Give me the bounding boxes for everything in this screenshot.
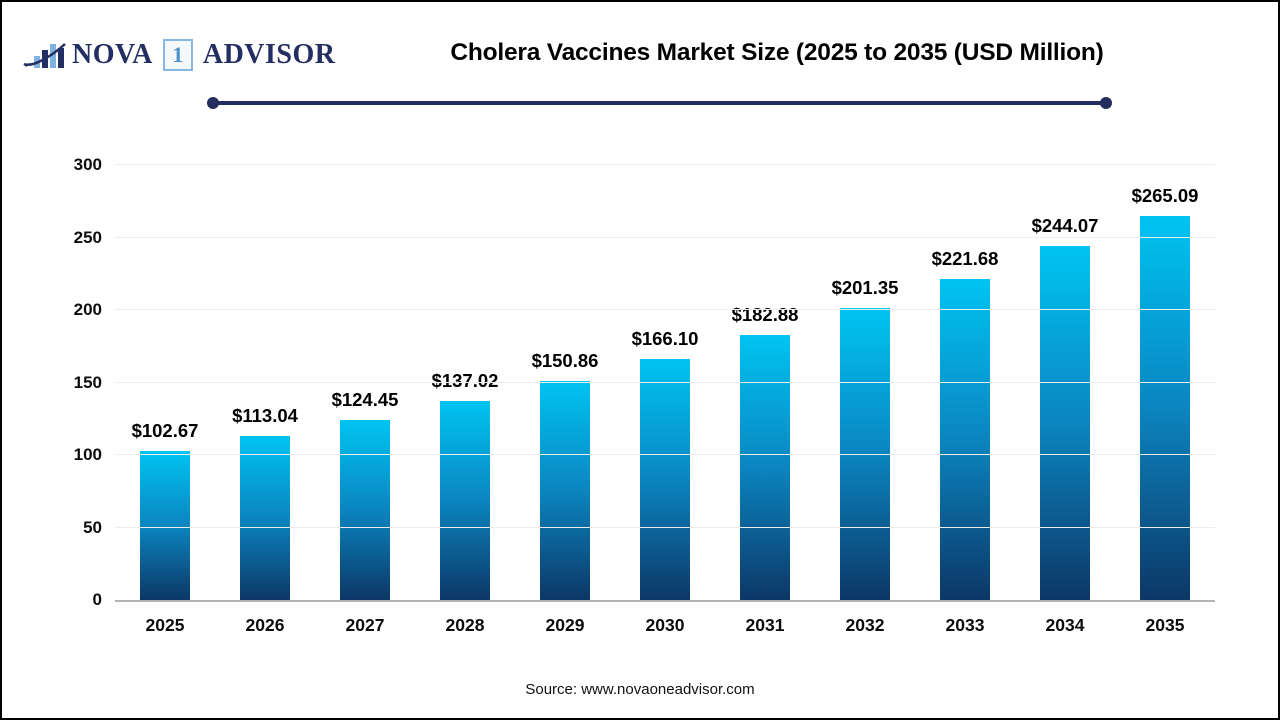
gridline-100 [115,454,1215,456]
y-axis-tick-label-0: 0 [92,590,102,609]
logo-text-advisor: ADVISOR [202,39,336,70]
title-underline [207,97,1112,109]
bar-value-label-2027: $124.45 [331,388,399,410]
bar-column-2031: $182.88 2031 [715,165,815,635]
bar-columns: $102.67 2025 $113.04 2026 $124.45 2027 $137.02… [115,165,1215,635]
bar-value-label-2030: $166.10 [631,328,699,350]
x-axis-tick-label-2030: 2030 [645,615,685,635]
x-axis-tick-label-2033: 2033 [945,615,985,635]
bar-column-2034: $244.07 2034 [1015,165,1115,635]
bar-column-2029: $150.86 2029 [515,165,615,635]
bar-2035 [1140,215,1190,600]
x-axis-tick-label-2029: 2029 [545,615,585,635]
chart-title: Cholera Vaccines Market Size (2025 to 20… [450,39,1104,66]
x-axis-tick-label-2031: 2031 [745,615,785,635]
y-axis: 0 50 100 150 200 250 300 [32,155,102,609]
logo-text-nova: NOVA [72,39,153,70]
x-axis-tick-label-2026: 2026 [245,615,285,635]
y-axis-tick-label-100: 100 [73,445,102,465]
y-axis-tick-label-250: 250 [73,227,102,247]
bar-2027 [340,419,390,600]
bar-2025 [140,451,190,600]
logo: NOVA 1 ADVISOR [22,38,335,72]
bar-value-label-2026: $113.04 [232,405,298,427]
gridline-150 [115,381,1215,383]
gridline-200 [115,309,1215,311]
bar-column-2026: $113.04 2026 [215,165,315,635]
bar-2034 [1040,246,1090,600]
bar-2028 [440,401,490,600]
bar-column-2027: $124.45 2027 [315,165,415,635]
y-axis-tick-label-150: 150 [73,372,102,392]
bar-2030 [640,359,690,600]
bar-2031 [740,334,790,600]
bar-value-label-2028: $137.02 [431,370,499,392]
source-text: Source: www.novaoneadvisor.com [525,681,755,698]
underline-left-dot [207,97,219,109]
bar-value-label-2031: $182.88 [731,303,799,325]
bar-2033 [940,278,990,600]
bar-value-label-2035: $265.09 [1131,184,1199,206]
bar-value-label-2032: $201.35 [831,277,899,299]
bar-column-2028: $137.02 2028 [415,165,515,635]
x-axis-tick-label-2032: 2032 [845,615,885,635]
x-axis-tick-label-2035: 2035 [1145,615,1185,635]
bar-column-2030: $166.10 2030 [615,165,715,635]
gridline-300 [115,164,1215,165]
bar-value-label-2029: $150.86 [531,350,599,372]
x-axis-tick-label-2034: 2034 [1045,615,1085,635]
bar-2029 [540,381,590,600]
bar-column-2032: $201.35 2032 [815,165,915,635]
y-axis-tick-label-200: 200 [73,300,102,320]
x-axis-tick-label-2028: 2028 [445,615,485,635]
y-axis-tick-label-50: 50 [83,517,102,537]
underline-right-dot [1100,97,1112,109]
logo-chart-icon [22,38,66,72]
bar-column-2033: $221.68 2033 [915,165,1015,635]
x-axis-tick-label-2027: 2027 [345,615,385,635]
bar-2026 [240,436,290,600]
bar-column-2025: $102.67 2025 [115,165,215,635]
x-axis-baseline [115,599,1215,602]
bar-value-label-2025: $102.67 [131,420,199,442]
logo-one-badge: 1 [162,39,193,71]
x-axis-tick-label-2025: 2025 [145,615,185,635]
gridline-250 [115,236,1215,238]
bar-column-2035: $265.09 2035 [1115,165,1215,635]
bar-value-label-2033: $221.68 [931,247,999,269]
y-axis-tick-label-300: 300 [73,155,102,174]
gridline-50 [115,526,1215,528]
bar-value-label-2034: $244.07 [1031,215,1099,237]
plot-area: $102.67 2025 $113.04 2026 $124.45 2027 $137.02… [115,164,1215,635]
